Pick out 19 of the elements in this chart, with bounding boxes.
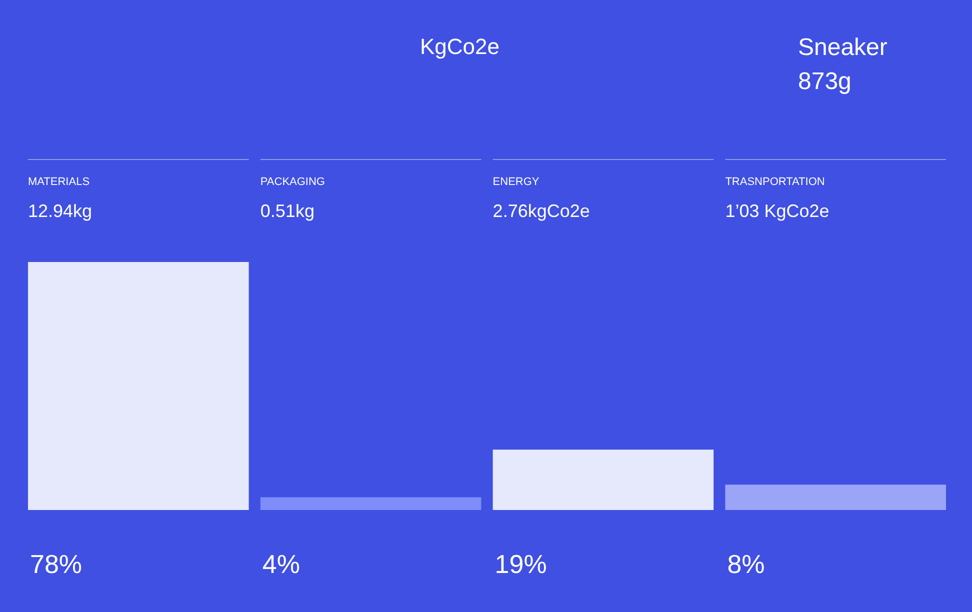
text: 0.51kg [260, 201, 314, 221]
chart-title: KgCo2e [420, 34, 500, 59]
text: 2.76kgCo2e [492, 201, 590, 221]
bar [725, 484, 946, 510]
bar [260, 497, 482, 510]
text: 873g [798, 68, 852, 95]
data-label: 4% [262, 549, 300, 579]
text: Sneaker [798, 34, 888, 61]
x-tick-label: PACKAGING [260, 176, 325, 188]
text: 1’03 KgCo2e [725, 201, 830, 221]
data-label: 8% [727, 549, 765, 579]
x-tick-label: MATERIALS [28, 176, 90, 188]
data-label: 19% [494, 549, 547, 579]
bar [492, 450, 714, 510]
bar [28, 262, 249, 510]
text: 12.94kg [28, 201, 92, 221]
x-tick-label: TRASNPORTATION [725, 176, 825, 188]
x-tick-label: ENERGY [492, 176, 540, 188]
data-label: 78% [30, 549, 82, 579]
